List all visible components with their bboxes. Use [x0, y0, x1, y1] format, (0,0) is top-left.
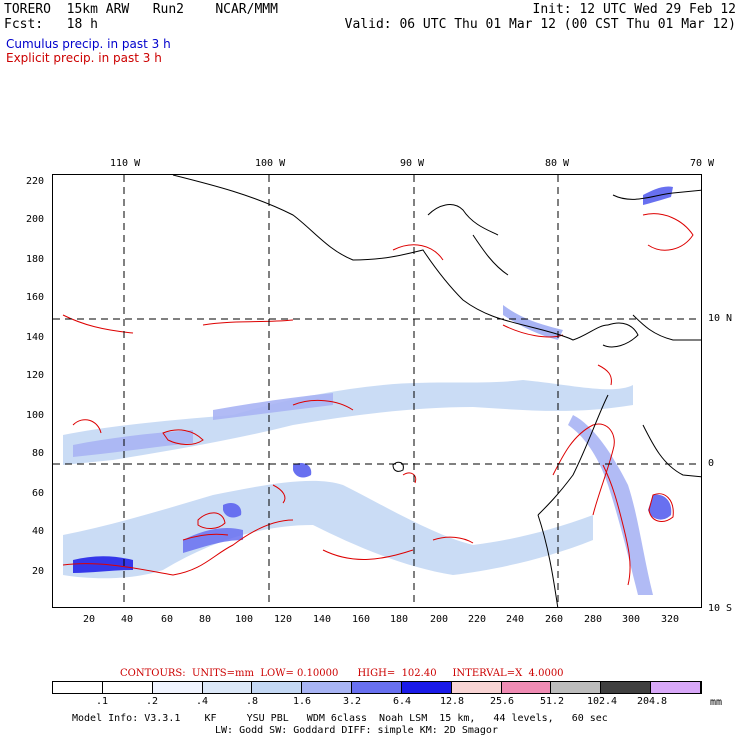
- y-tick-180: 180: [26, 254, 45, 265]
- x-tick-20: 20: [83, 614, 96, 625]
- legend-swatch: [102, 682, 153, 693]
- x-tick-60: 60: [161, 614, 174, 625]
- legend-label: 3.2: [342, 696, 362, 707]
- lon-label-80w: 80 W: [545, 158, 570, 169]
- legend-label: 1.6: [292, 696, 312, 707]
- footer-physics: LW: Godd SW: Goddard DIFF: simple KM: 2D…: [215, 725, 498, 736]
- legend-swatch: [152, 682, 203, 693]
- legend-label: 6.4: [392, 696, 412, 707]
- legend-label: .1: [95, 696, 109, 707]
- legend-label: 51.2: [539, 696, 565, 707]
- lon-label-70w: 70 W: [690, 158, 715, 169]
- y-tick-140: 140: [26, 332, 45, 343]
- x-tick-240: 240: [506, 614, 525, 625]
- lat-label-10s: 10 S: [708, 603, 733, 614]
- legend-unit: mm: [710, 697, 723, 708]
- y-tick-200: 200: [26, 214, 45, 225]
- y-tick-100: 100: [26, 410, 45, 421]
- y-tick-220: 220: [26, 176, 45, 187]
- x-tick-220: 220: [468, 614, 487, 625]
- lon-label-100w: 100 W: [255, 158, 286, 169]
- legend-color-bar: [52, 681, 702, 694]
- legend-swatch: [352, 682, 402, 693]
- legend-label: .2: [145, 696, 159, 707]
- x-tick-180: 180: [390, 614, 409, 625]
- lon-label-110w: 110 W: [110, 158, 141, 169]
- legend-label: 102.4: [586, 696, 618, 707]
- precipitation-map: [52, 174, 702, 608]
- y-tick-40: 40: [32, 526, 45, 537]
- legend-swatch: [451, 682, 502, 693]
- legend-swatch: [551, 682, 602, 693]
- x-tick-160: 160: [352, 614, 371, 625]
- x-tick-120: 120: [274, 614, 293, 625]
- contour-info: CONTOURS: UNITS=mm LOW= 0.10000 HIGH= 10…: [120, 668, 564, 679]
- x-tick-200: 200: [430, 614, 449, 625]
- x-tick-260: 260: [545, 614, 564, 625]
- legend-label: .8: [245, 696, 259, 707]
- y-tick-120: 120: [26, 370, 45, 381]
- header-line1-left: TORERO 15km ARW Run2 NCAR/MMM: [4, 2, 278, 17]
- footer-model-info: Model Info: V3.3.1 KF YSU PBL WDM 6class…: [72, 713, 608, 724]
- legend-swatch: [401, 682, 452, 693]
- legend-swatch: [202, 682, 253, 693]
- explicit-label: Explicit precip. in past 3 h: [6, 51, 162, 65]
- x-tick-100: 100: [235, 614, 254, 625]
- map-canvas: [53, 175, 701, 607]
- x-tick-40: 40: [121, 614, 134, 625]
- legend-label: .4: [195, 696, 209, 707]
- cumulus-precip-areas: [63, 186, 673, 595]
- legend-swatch: [302, 682, 353, 693]
- y-tick-160: 160: [26, 292, 45, 303]
- legend-swatch: [53, 682, 103, 693]
- lat-lon-grid: [53, 175, 701, 607]
- x-tick-140: 140: [313, 614, 332, 625]
- x-tick-280: 280: [584, 614, 603, 625]
- legend-swatch: [501, 682, 552, 693]
- legend-label: 25.6: [489, 696, 515, 707]
- legend-label: 204.8: [636, 696, 668, 707]
- legend-labels: .1 .2 .4 .8 1.6 3.2 6.4 12.8 25.6 51.2 1…: [52, 696, 702, 708]
- x-tick-320: 320: [661, 614, 680, 625]
- coastlines: [172, 175, 701, 607]
- legend-swatch: [651, 682, 701, 693]
- lon-label-90w: 90 W: [400, 158, 425, 169]
- x-tick-80: 80: [199, 614, 212, 625]
- legend-swatch: [601, 682, 652, 693]
- legend-swatch: [252, 682, 303, 693]
- legend-label: 12.8: [439, 696, 465, 707]
- y-tick-80: 80: [32, 448, 45, 459]
- explicit-precip-contours: [62, 213, 694, 586]
- lat-label-0: 0: [708, 458, 715, 469]
- y-tick-60: 60: [32, 488, 45, 499]
- y-tick-20: 20: [32, 566, 45, 577]
- lat-label-10n: 10 N: [708, 313, 733, 324]
- cumulus-label: Cumulus precip. in past 3 h: [6, 37, 171, 51]
- header-valid: Valid: 06 UTC Thu 01 Mar 12 (00 CST Thu …: [344, 17, 736, 32]
- x-tick-300: 300: [622, 614, 641, 625]
- header-init: Init: 12 UTC Wed 29 Feb 12: [532, 2, 737, 17]
- header-forecast: Fcst: 18 h: [4, 17, 98, 32]
